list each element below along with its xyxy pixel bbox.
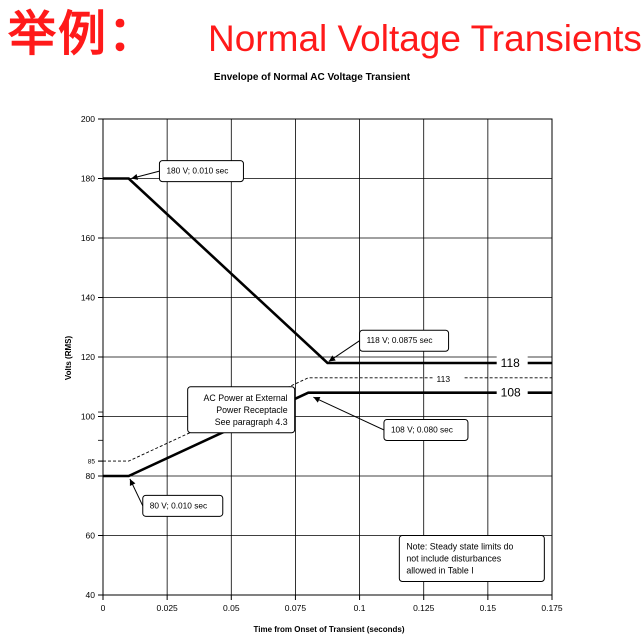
- callout-arrowhead: [131, 173, 139, 180]
- y-tick-label: 140: [81, 293, 95, 303]
- line-label-bg: [496, 384, 528, 399]
- line-label-113: 113: [437, 374, 451, 384]
- callout-leader: [313, 396, 385, 431]
- callout-text: See paragraph 4.3: [215, 417, 288, 427]
- callout-2: 118 V; 0.0875 sec: [328, 329, 450, 362]
- y-tick-label: 60: [86, 531, 96, 541]
- callout-text: allowed in Table I: [406, 566, 473, 576]
- callout-text: Note: Steady state limits do: [406, 542, 513, 552]
- y-tick-label: 160: [81, 233, 95, 243]
- slide-title-chinese: 举例：: [8, 6, 159, 62]
- callout-text: not include disturbances: [406, 554, 501, 564]
- voltage-transient-chart: Envelope of Normal AC Voltage Transient …: [64, 72, 563, 634]
- x-axis-label: Time from Onset of Transient (seconds): [254, 625, 405, 634]
- callout-box: [383, 418, 469, 441]
- series-line-3: [103, 377, 552, 462]
- x-tick-label: 0: [101, 603, 106, 613]
- callout-text: Power Receptacle: [216, 405, 287, 415]
- x-tick-label: 0.025: [157, 603, 179, 613]
- callout-text: AC Power at External: [204, 393, 288, 403]
- line-label-bg: [496, 354, 528, 369]
- y-tick-label: 180: [81, 174, 95, 184]
- series-line-1: [103, 177, 552, 365]
- callout-4: 80 V; 0.010 sec: [129, 478, 224, 517]
- line-label-108: 108: [501, 386, 521, 400]
- callout-arrowhead: [313, 397, 321, 403]
- callout-text: 118 V; 0.0875 sec: [367, 335, 433, 345]
- y-tick-label-85: 85: [88, 459, 96, 466]
- x-tick-label: 0.15: [480, 603, 497, 613]
- line-labels: 118 108 113: [432, 354, 528, 400]
- x-tick-label: 0.175: [541, 603, 563, 613]
- callout-text: 108 V; 0.080 sec: [391, 424, 453, 434]
- x-tick-label: 0.1: [354, 603, 366, 613]
- callout-box: [142, 494, 224, 517]
- callout-box: [187, 386, 296, 434]
- callouts: 180 V; 0.010 sec 118 V; 0.0875 sec 108 V; …: [129, 160, 545, 582]
- y-tick-label: 200: [81, 114, 95, 124]
- callout-text: 80 V; 0.010 sec: [150, 500, 207, 510]
- callout-arrowhead: [129, 478, 136, 486]
- chart-title: Envelope of Normal AC Voltage Transient: [214, 72, 411, 83]
- slide-title: 举例： Normal Voltage Transients: [0, 2, 641, 72]
- callout-box: [398, 535, 545, 582]
- callout-box: [158, 160, 244, 183]
- callout-6: Note: Steady state limits do not include …: [398, 535, 545, 582]
- callout-text: 180 V; 0.010 sec: [166, 166, 228, 176]
- grid: [102, 118, 553, 596]
- callout-3: 108 V; 0.080 sec: [313, 396, 469, 441]
- axis-ticks: 40 60 80 100 120 140 160 180 200 85 0 0.025 0.05 0.07…: [81, 114, 563, 613]
- line-label-bg: [432, 369, 464, 384]
- x-tick-label: 0.075: [285, 603, 307, 613]
- x-tick-label: 0.125: [413, 603, 435, 613]
- callout-1: 180 V; 0.010 sec: [131, 160, 244, 183]
- y-tick-label: 80: [86, 471, 96, 481]
- callout-arrowhead: [328, 355, 336, 362]
- y-tick-label: 40: [86, 590, 96, 600]
- series-layer: [103, 177, 552, 478]
- x-tick-label: 0.05: [223, 603, 240, 613]
- slide-title-english: Normal Voltage Transients: [208, 18, 641, 59]
- series-line-2: [103, 391, 552, 478]
- line-label-118: 118: [501, 356, 520, 370]
- callout-5: AC Power at External Power Receptacle See …: [187, 386, 296, 434]
- callout-box: [359, 329, 450, 352]
- y-tick-label: 100: [81, 412, 95, 422]
- y-tick-label: 120: [81, 352, 95, 362]
- y-axis-label: Volts (RMS): [64, 336, 73, 381]
